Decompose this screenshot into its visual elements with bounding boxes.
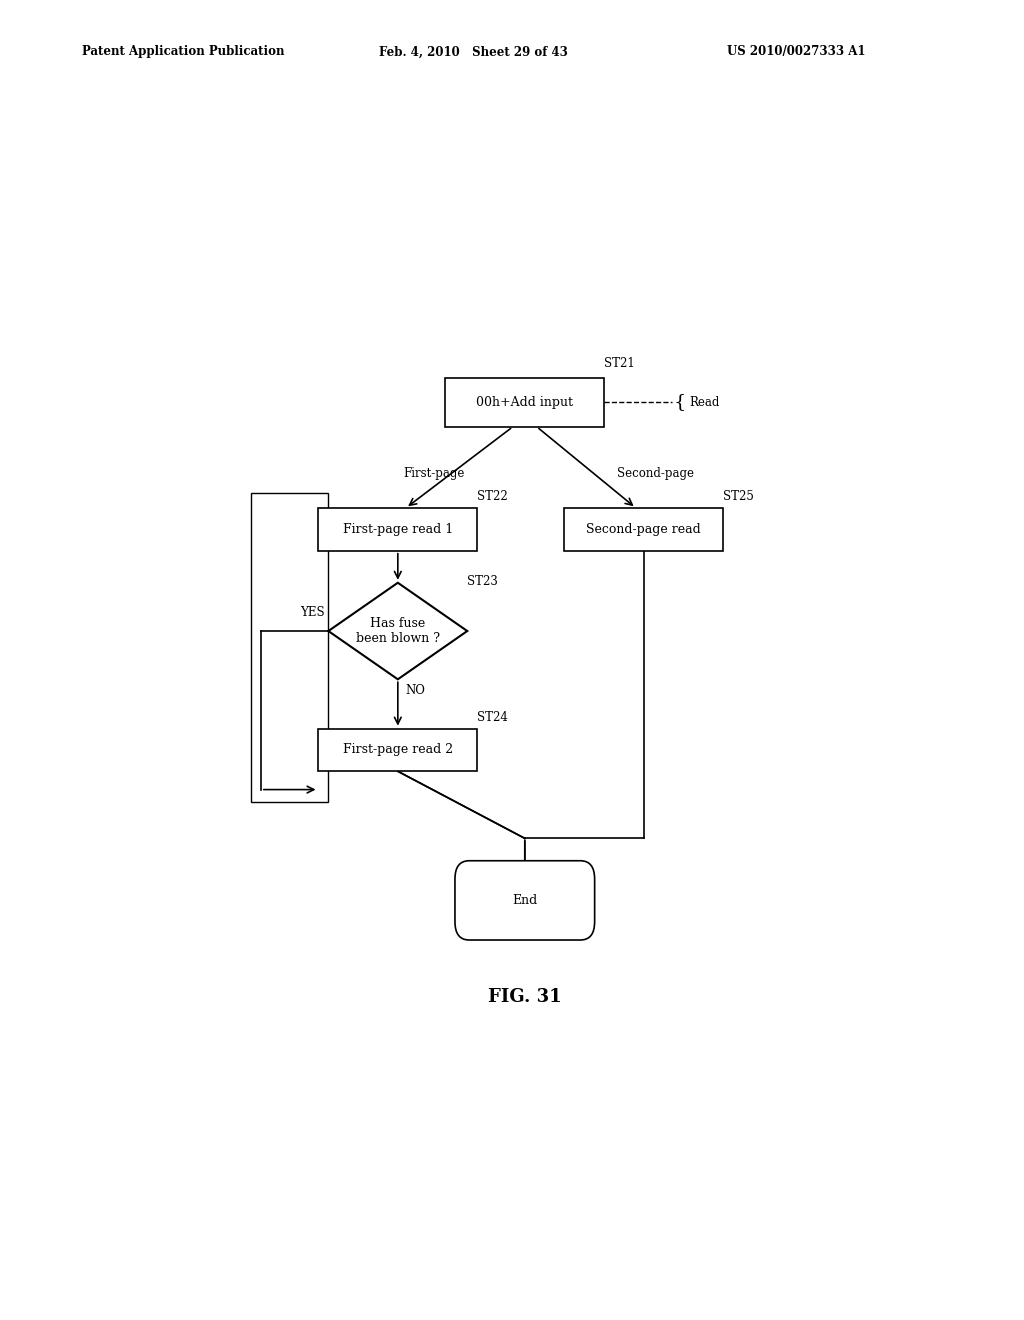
Text: Read: Read: [689, 396, 720, 409]
Text: US 2010/0027333 A1: US 2010/0027333 A1: [727, 45, 865, 58]
FancyBboxPatch shape: [318, 729, 477, 771]
Text: First-page read 1: First-page read 1: [343, 523, 453, 536]
Text: Has fuse
been blown ?: Has fuse been blown ?: [355, 616, 440, 645]
Text: FIG. 31: FIG. 31: [488, 987, 561, 1006]
Text: {: {: [674, 393, 686, 412]
FancyBboxPatch shape: [318, 508, 477, 550]
Text: Second-page: Second-page: [617, 467, 694, 480]
FancyBboxPatch shape: [564, 508, 723, 550]
Polygon shape: [329, 582, 467, 680]
Text: ST22: ST22: [477, 490, 508, 503]
Text: NO: NO: [406, 684, 426, 697]
Text: ST25: ST25: [723, 490, 754, 503]
Text: First-page: First-page: [402, 467, 464, 480]
Text: Second-page read: Second-page read: [587, 523, 701, 536]
Bar: [252, 492, 329, 801]
Text: End: End: [512, 894, 538, 907]
Text: YES: YES: [300, 606, 325, 619]
Text: Feb. 4, 2010   Sheet 29 of 43: Feb. 4, 2010 Sheet 29 of 43: [379, 45, 567, 58]
FancyBboxPatch shape: [455, 861, 595, 940]
Text: ST21: ST21: [604, 356, 635, 370]
Text: 00h+Add input: 00h+Add input: [476, 396, 573, 409]
Text: ST24: ST24: [477, 710, 508, 723]
Text: Patent Application Publication: Patent Application Publication: [82, 45, 285, 58]
Text: First-page read 2: First-page read 2: [343, 743, 453, 756]
Text: ST23: ST23: [467, 574, 498, 587]
FancyBboxPatch shape: [445, 378, 604, 426]
